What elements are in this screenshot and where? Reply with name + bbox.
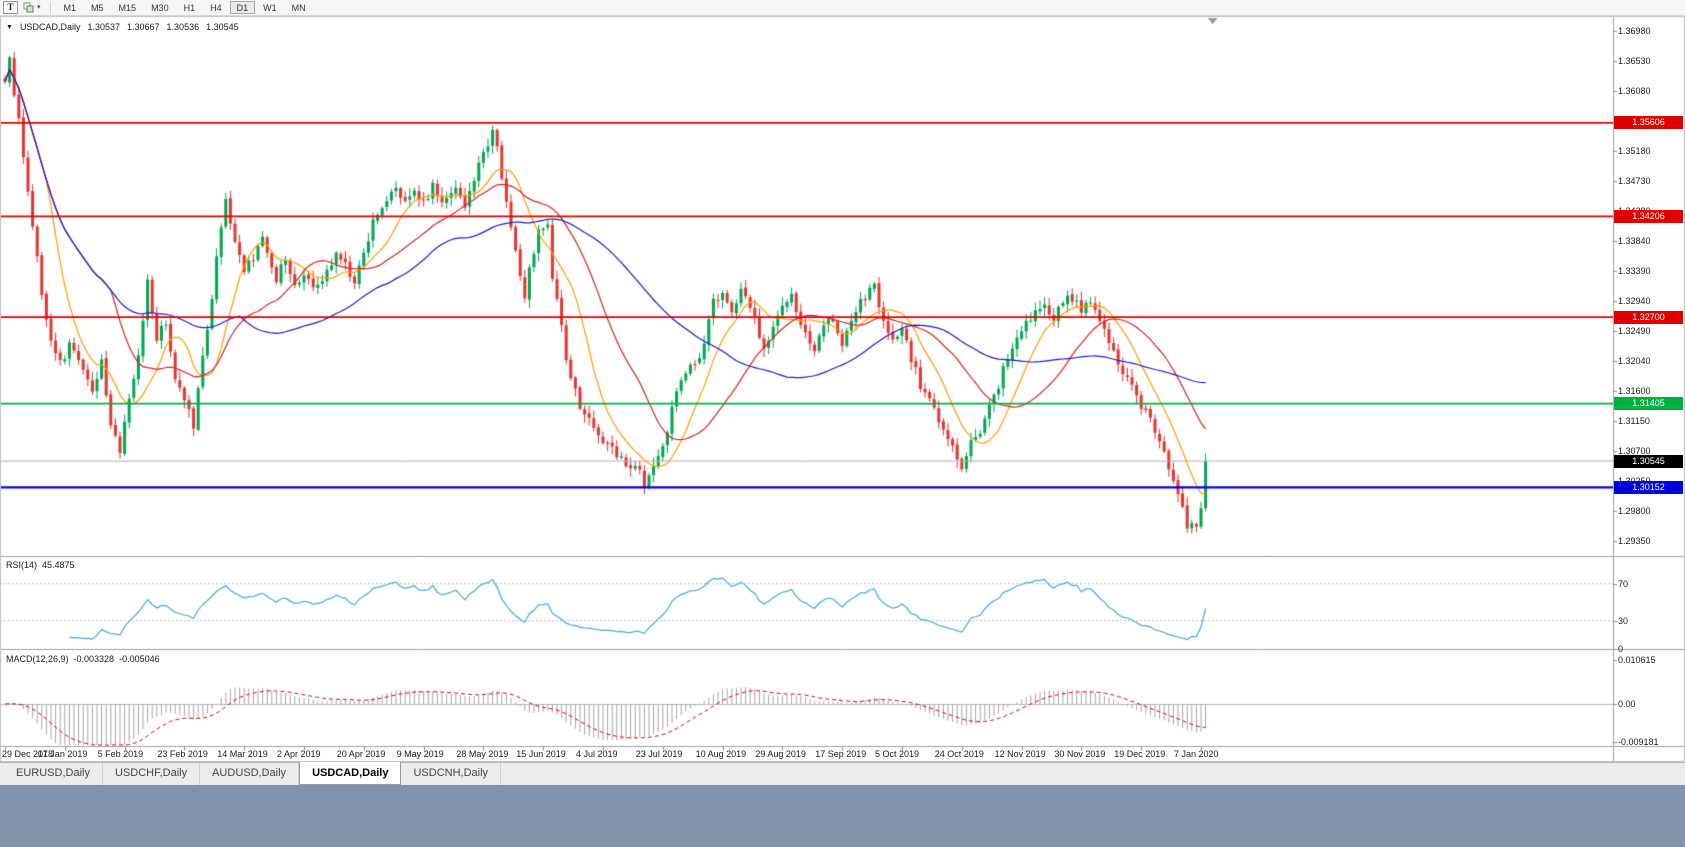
chart-objects-icon[interactable]: ▾ xyxy=(20,1,44,14)
price-axis-label: 1.29350 xyxy=(1618,536,1651,546)
quote-close: 1.30545 xyxy=(206,22,239,32)
timeframe-button-m30[interactable]: M30 xyxy=(151,3,169,13)
timeframe-button-w1[interactable]: W1 xyxy=(263,3,277,13)
quick-trade-arrow-icon[interactable]: ▼ xyxy=(6,23,13,31)
date-axis-label: 2 Apr 2019 xyxy=(277,749,321,759)
timeframe-button-m15[interactable]: M15 xyxy=(118,3,137,13)
price-axis-label: 1.30250 xyxy=(1618,476,1651,486)
date-axis-label: 14 Mar 2019 xyxy=(217,749,268,759)
date-axis-label: 5 Feb 2019 xyxy=(97,749,144,759)
timeframe-group: M1 M5 M15 M30 H1 H4 D1 W1 MN xyxy=(57,1,313,14)
macd-main-value: -0.003328 xyxy=(73,654,115,664)
timeframe-button-mn[interactable]: MN xyxy=(291,3,306,13)
price-axis-label: 1.31150 xyxy=(1618,415,1650,426)
window-bottom-strip xyxy=(0,785,1685,847)
chart-title: ▼ USDCAD,Daily 1.30537 1.30667 1.30536 1… xyxy=(6,22,239,32)
price-axis-label: 1.35180 xyxy=(1618,146,1651,157)
tab-eurusd-daily[interactable]: EURUSD,Daily xyxy=(4,763,103,785)
price-axis-label: 1.36980 xyxy=(1618,26,1651,36)
dropdown-caret-icon: ▾ xyxy=(37,4,41,11)
rsi-axis-label: 70 xyxy=(1618,578,1629,589)
rsi-axis-label: 30 xyxy=(1618,615,1629,626)
chart-symbol-label: USDCAD,Daily xyxy=(19,22,81,32)
date-axis-label: 10 Aug 2019 xyxy=(695,749,747,759)
date-axis-label: 4 Jul 2019 xyxy=(576,749,618,759)
date-axis-label: 9 May 2019 xyxy=(396,749,444,759)
date-axis-label: 19 Dec 2019 xyxy=(1114,749,1166,759)
hline-price-badge: 1.35606 xyxy=(1614,116,1683,130)
hline-price-badge: 1.31405 xyxy=(1614,397,1683,411)
date-axis-label: 23 Jul 2019 xyxy=(635,749,683,759)
hline-price-badge: 1.32700 xyxy=(1614,310,1683,324)
price-axis-label: 1.33390 xyxy=(1618,265,1651,276)
price-chart-canvas[interactable] xyxy=(0,16,1685,762)
date-axis-label: 17 Jan 2019 xyxy=(37,749,88,759)
macd-axis-label: 0.00 xyxy=(1618,699,1636,709)
rsi-label: RSI(14) 45.4875 xyxy=(6,560,80,570)
date-axis-label: 5 Oct 2019 xyxy=(875,749,920,759)
text-tool-button[interactable]: T xyxy=(3,1,18,14)
timeframe-button-h4[interactable]: H4 xyxy=(210,3,222,13)
macd-axis-label: -0.009181 xyxy=(1618,736,1659,747)
date-axis-label: 29 Aug 2019 xyxy=(755,749,806,759)
quote-low: 1.30536 xyxy=(166,22,200,32)
quote-high: 1.30667 xyxy=(127,22,160,32)
price-axis-label: 1.32040 xyxy=(1618,356,1651,367)
tab-usdcnh-daily[interactable]: USDCNH,Daily xyxy=(401,763,502,785)
chart-tabs-bar: EURUSD,Daily USDCHF,Daily AUDUSD,Daily USDC… xyxy=(0,762,1685,785)
date-axis-label: 12 Nov 2019 xyxy=(994,749,1046,759)
macd-label: MACD(12,26,9) -0.003328 -0.005046 xyxy=(6,654,165,664)
price-axis-label: 1.36080 xyxy=(1618,86,1651,97)
objects-glyph-icon xyxy=(23,2,34,13)
price-axis-label: 1.32490 xyxy=(1618,326,1651,337)
current-price-badge: 1.30545 xyxy=(1614,454,1683,468)
toolbar-separator xyxy=(49,1,51,14)
rsi-axis-label: 0 xyxy=(1618,643,1624,654)
rsi-value: 45.4875 xyxy=(42,560,75,570)
date-axis-label: 23 Feb 2019 xyxy=(157,749,208,759)
price-axis-label: 1.31600 xyxy=(1618,385,1651,396)
date-axis-label: 30 Nov 2019 xyxy=(1054,749,1106,759)
chart-area: ▼ USDCAD,Daily 1.30537 1.30667 1.30536 1… xyxy=(0,16,1685,762)
price-axis-label: 1.36530 xyxy=(1618,56,1651,67)
price-axis-label: 1.33840 xyxy=(1618,235,1651,246)
timeframe-button-m1[interactable]: M1 xyxy=(63,3,77,13)
timeframe-button-h1[interactable]: H1 xyxy=(183,3,196,13)
rsi-name: RSI(14) xyxy=(6,560,38,570)
macd-axis-label: 0.010615 xyxy=(1618,655,1656,666)
price-axis-label: 1.32940 xyxy=(1618,296,1651,307)
tab-usdcad-daily[interactable]: USDCAD,Daily xyxy=(299,762,402,785)
chart-toolbar: T ▾ M1 M5 M15 M30 H1 H4 D1 W1 MN xyxy=(0,0,1685,16)
date-axis-label: 29 Dec 2018 xyxy=(2,749,54,759)
date-axis-label: 24 Oct 2019 xyxy=(934,749,984,759)
date-axis-label: 17 Sep 2019 xyxy=(815,749,867,759)
hline-price-badge: 1.30152 xyxy=(1614,480,1683,494)
date-axis-label: 28 May 2019 xyxy=(456,749,509,759)
tab-usdchf-daily[interactable]: USDCHF,Daily xyxy=(103,763,201,785)
hline-price-badge: 1.34206 xyxy=(1614,209,1683,223)
macd-name: MACD(12,26,9) xyxy=(6,654,69,664)
price-axis-label: 1.34730 xyxy=(1618,176,1651,187)
timeframe-button-d1[interactable]: D1 xyxy=(229,1,256,14)
date-axis-label: 7 Jan 2020 xyxy=(1174,749,1219,759)
date-axis-label: 15 Jun 2019 xyxy=(516,749,566,759)
price-axis-label: 1.30700 xyxy=(1618,445,1651,456)
quote-open: 1.30537 xyxy=(87,22,120,32)
date-axis-label: 20 Apr 2019 xyxy=(336,749,386,759)
timeframe-button-m5[interactable]: M5 xyxy=(91,3,104,13)
tab-audusd-daily[interactable]: AUDUSD,Daily xyxy=(200,763,300,785)
price-axis-label: 1.29800 xyxy=(1618,505,1651,516)
macd-signal-value: -0.005046 xyxy=(119,654,160,664)
